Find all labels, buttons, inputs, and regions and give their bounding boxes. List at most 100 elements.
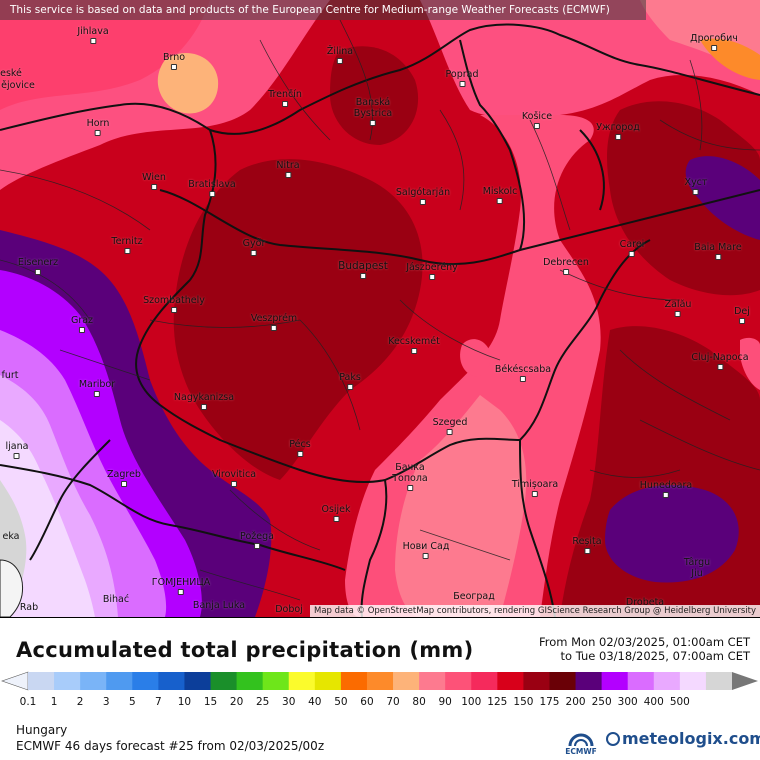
- city-bekescsaba: Békéscsaba: [495, 364, 551, 382]
- scale-swatch: [653, 672, 681, 690]
- scale-swatch: [627, 672, 655, 690]
- city-graz: Graz: [71, 315, 93, 333]
- scale-tick-label: 500: [669, 696, 690, 708]
- city-gyor: Győr: [243, 238, 265, 256]
- scale-swatch: [601, 672, 629, 690]
- meteologix-logo-text: meteologix.com: [622, 729, 760, 748]
- period-to: to Tue 03/18/2025, 07:00am CET: [560, 649, 750, 663]
- scale-swatch: [705, 672, 733, 690]
- scale-tick-label: 7: [155, 696, 162, 708]
- meteologix-logo-icon: [606, 732, 620, 746]
- scale-tick-label: 30: [282, 696, 296, 708]
- city-drobeta: Drobeta: [625, 597, 665, 608]
- scale-tick-label: 10: [177, 696, 192, 708]
- city-timisoara: Timișoara: [512, 479, 558, 497]
- legend-title: Accumulated total precipitation (mm): [16, 638, 474, 662]
- scale-tick-label: 300: [617, 696, 638, 708]
- legend-panel: Accumulated total precipitation (mm) Fro…: [0, 618, 760, 760]
- city-osijek: Osijek: [321, 504, 351, 522]
- scale-tick-label: 2: [76, 696, 84, 708]
- scale-swatch: [679, 672, 707, 690]
- precipitation-map[interactable]: This service is based on data and produc…: [0, 0, 760, 618]
- city-brno: Brno: [163, 52, 185, 70]
- city-jaszbereny: Jászberény: [406, 262, 458, 280]
- meteologix-logo: meteologix.com: [606, 729, 760, 748]
- scale-tick-label: 125: [487, 696, 508, 708]
- city-veszprem: Veszprém: [251, 313, 297, 331]
- city-horn: Horn: [87, 118, 109, 136]
- city-topola: Топола: [392, 473, 428, 491]
- region-label: Hungary: [16, 723, 68, 737]
- scale-tick-label: 60: [360, 696, 374, 708]
- scale-swatch: [262, 672, 290, 690]
- scale-swatch: [575, 672, 603, 690]
- city-drohobych: Дрогобич: [690, 33, 738, 51]
- ecmwf-logo-icon: [568, 733, 594, 747]
- city-banska: Banská: [355, 97, 391, 108]
- scale-swatch: [288, 672, 316, 690]
- city-paks: Paks: [339, 372, 361, 390]
- scale-swatch: [210, 672, 238, 690]
- city-budapest: Budapest: [338, 261, 388, 279]
- scale-swatch: [28, 672, 55, 690]
- model-run-label: ECMWF 46 days forecast #25 from 02/03/20…: [16, 739, 325, 753]
- color-scale-ticks: 0.1 1 2 3 5 7 10 15 20 25 30 40 50 60 70 80 90 100 125 150 1…: [0, 696, 760, 712]
- scale-tick-label: 5: [128, 696, 136, 708]
- city-zalau: Zalău: [665, 299, 691, 317]
- city-ceske: eské: [0, 68, 22, 79]
- scale-swatch: [236, 672, 264, 690]
- city-baiamare: Baia Mare: [694, 242, 742, 260]
- city-gomjenica: ГОМЈЕНИЦА: [152, 577, 210, 595]
- city-poprad: Poprad: [446, 69, 479, 87]
- map-attribution: Map data © OpenStreetMap contributors, r…: [310, 605, 760, 617]
- scale-tick-label: 3: [102, 696, 110, 708]
- scale-swatch: [366, 672, 394, 690]
- city-kosice: Košice: [522, 111, 552, 129]
- ecmwf-notice: This service is based on data and produc…: [0, 0, 646, 20]
- city-szeged: Szeged: [433, 417, 467, 435]
- city-pecs: Pécs: [289, 439, 311, 457]
- city-cluj: Cluj-Napoca: [691, 352, 749, 370]
- city-carei: Carei: [620, 239, 644, 257]
- city-ternitz: Ternitz: [111, 236, 143, 254]
- scale-tick-label: 25: [255, 696, 270, 708]
- city-ljubljana: ljana: [6, 441, 28, 459]
- city-maribor: Maribor: [79, 379, 115, 397]
- scale-swatch: [340, 672, 368, 690]
- scale-swatch: [523, 672, 550, 690]
- scale-tick-label: 250: [591, 696, 612, 708]
- scale-swatch: [80, 672, 107, 690]
- city-trencin: Trenčín: [268, 89, 302, 107]
- city-jovice: ějovice: [1, 80, 35, 91]
- city-bihac: Bihać: [102, 594, 130, 605]
- city-bystrica: Bystrica: [354, 108, 392, 126]
- city-virovitica: Virovitica: [212, 469, 256, 487]
- scale-swatch: [184, 672, 212, 690]
- period-from: From Mon 02/03/2025, 01:00am CET: [538, 635, 750, 649]
- city-eisenerz: Eisenerz: [18, 257, 58, 275]
- scale-tick-label: 150: [513, 696, 534, 708]
- city-bratislava: Bratislava: [188, 179, 236, 197]
- scale-tick-label: 90: [438, 696, 452, 708]
- city-eka: eka: [2, 531, 20, 542]
- precipitation-field: [0, 0, 760, 617]
- scale-swatch: [132, 672, 159, 690]
- forecast-period: From Mon 02/03/2025, 01:00am CET to Tue …: [539, 635, 750, 663]
- city-debrecen: Debrecen: [543, 257, 589, 275]
- scale-tick-label: 70: [386, 696, 400, 708]
- city-banjaluka: Banja Luka: [192, 600, 246, 611]
- city-dej: Dej: [734, 306, 750, 324]
- scale-tick-label: 0.1: [19, 696, 37, 708]
- scale-tick-label: 20: [229, 696, 244, 708]
- scale-swatch: [497, 672, 524, 690]
- city-salgotarjan: Salgótarján: [396, 187, 450, 205]
- scale-tick-label: 50: [334, 696, 348, 708]
- scale-arrow-high: [732, 672, 758, 690]
- city-jiu: Jiu: [691, 568, 703, 579]
- city-uzhhorod: Ужгород: [596, 122, 640, 140]
- scale-swatch: [106, 672, 133, 690]
- city-targu: Târgu: [683, 557, 711, 568]
- city-novisad: Нови Сад: [403, 541, 449, 559]
- city-wien: Wien: [142, 172, 166, 190]
